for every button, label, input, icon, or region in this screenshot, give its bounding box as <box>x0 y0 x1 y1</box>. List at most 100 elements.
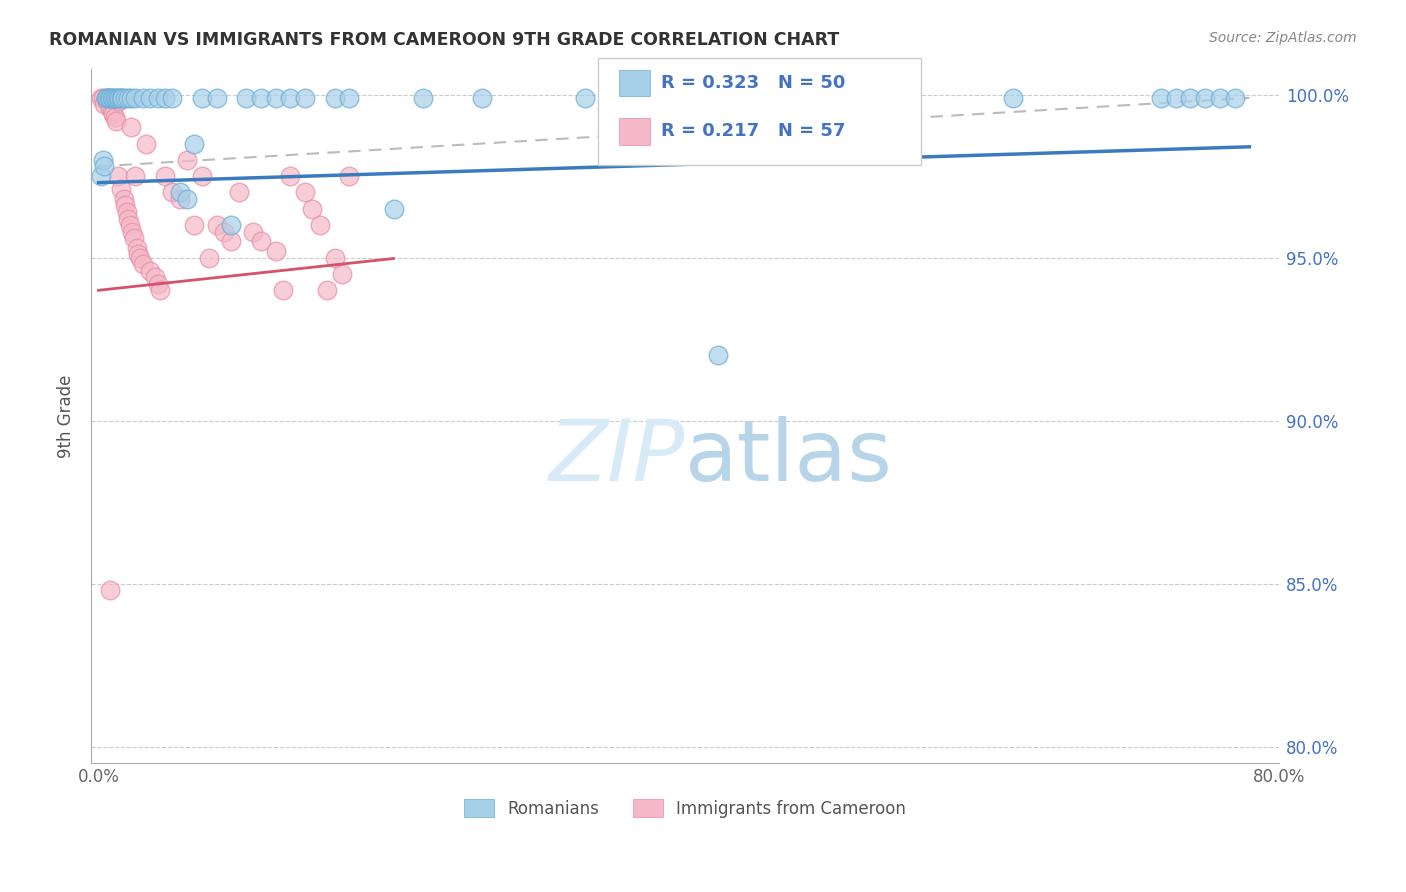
Point <box>94 91 117 105</box>
Text: R = 0.323   N = 50: R = 0.323 N = 50 <box>661 74 845 92</box>
Point <box>122 231 145 245</box>
Point <box>90 91 112 105</box>
Point <box>294 186 316 200</box>
Text: ZIP: ZIP <box>548 416 685 499</box>
Point <box>308 218 330 232</box>
Point <box>112 192 135 206</box>
Point <box>162 91 184 105</box>
Point <box>96 94 118 108</box>
Point <box>98 91 121 105</box>
Point <box>124 169 146 183</box>
Point <box>250 91 273 105</box>
Point <box>114 91 136 105</box>
Point <box>117 211 139 226</box>
Point <box>146 91 169 105</box>
Point <box>278 169 301 183</box>
Point <box>118 218 141 232</box>
Point <box>139 91 162 105</box>
Point <box>97 91 120 105</box>
Point <box>221 218 243 232</box>
Point <box>1164 91 1187 105</box>
Point <box>97 91 120 105</box>
Point <box>124 91 146 105</box>
Point <box>111 91 134 105</box>
Point <box>121 225 143 239</box>
Point <box>103 91 125 105</box>
Point <box>146 277 169 291</box>
Point <box>108 91 131 105</box>
Point <box>132 257 155 271</box>
Point <box>128 251 150 265</box>
Point <box>132 91 155 105</box>
Point <box>91 91 114 105</box>
Point <box>205 218 228 232</box>
Point <box>149 283 172 297</box>
Point <box>93 97 115 112</box>
Point <box>412 91 434 105</box>
Point <box>91 153 114 167</box>
Point <box>221 235 243 249</box>
Point <box>107 91 129 105</box>
Point <box>125 241 148 255</box>
Point <box>294 91 316 105</box>
Point <box>176 153 198 167</box>
Point <box>143 270 166 285</box>
Point <box>382 202 405 216</box>
Point <box>337 169 360 183</box>
Point <box>471 91 494 105</box>
Point <box>127 247 149 261</box>
Point <box>153 169 176 183</box>
Point <box>104 111 127 125</box>
Point <box>111 91 134 105</box>
Point <box>825 91 848 105</box>
Point <box>169 186 191 200</box>
Point <box>117 91 139 105</box>
Point <box>120 120 142 135</box>
Point <box>98 583 121 598</box>
Point <box>110 91 132 105</box>
Point <box>212 225 235 239</box>
Point <box>103 107 125 121</box>
Point <box>1002 91 1025 105</box>
Point <box>228 186 250 200</box>
Y-axis label: 9th Grade: 9th Grade <box>58 374 75 458</box>
Point <box>1223 91 1246 105</box>
Point <box>90 169 112 183</box>
Point <box>93 159 115 173</box>
Text: R = 0.217   N = 57: R = 0.217 N = 57 <box>661 122 845 140</box>
Point <box>105 113 128 128</box>
Point <box>264 91 287 105</box>
Point <box>707 349 730 363</box>
Point <box>101 103 124 118</box>
Point <box>110 182 132 196</box>
Point <box>198 251 221 265</box>
Point <box>1209 91 1232 105</box>
Point <box>108 94 131 108</box>
Point <box>242 225 264 239</box>
Point <box>104 91 127 105</box>
Point <box>1194 91 1216 105</box>
Point <box>139 263 162 277</box>
Point <box>107 169 129 183</box>
Point <box>98 101 121 115</box>
Point <box>96 91 118 105</box>
Point <box>323 91 346 105</box>
Point <box>191 91 214 105</box>
Point <box>330 267 353 281</box>
Point <box>114 198 136 212</box>
Point <box>105 91 128 105</box>
Point <box>205 91 228 105</box>
Point <box>183 136 205 151</box>
Point <box>162 186 184 200</box>
Point <box>120 91 142 105</box>
Point <box>101 91 124 105</box>
Legend: Romanians, Immigrants from Cameroon: Romanians, Immigrants from Cameroon <box>457 793 912 824</box>
Point <box>1180 91 1202 105</box>
Point <box>153 91 176 105</box>
Point <box>176 192 198 206</box>
Point <box>271 283 294 297</box>
Point <box>1150 91 1173 105</box>
Text: Source: ZipAtlas.com: Source: ZipAtlas.com <box>1209 31 1357 45</box>
Point <box>337 91 360 105</box>
Point <box>183 218 205 232</box>
